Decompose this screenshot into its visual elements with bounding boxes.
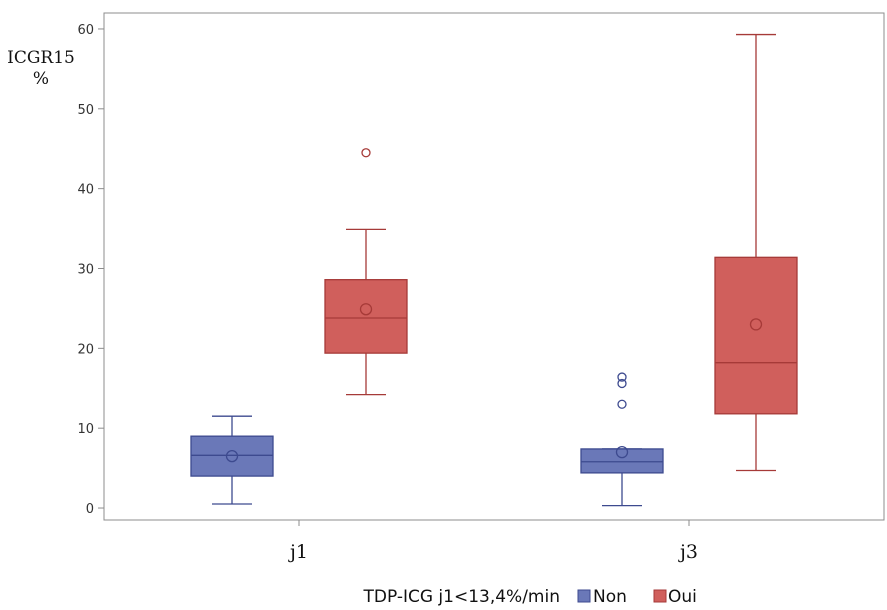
y-tick-label: 20 [77,342,94,357]
x-tick-label: j3 [678,541,698,563]
outlier-point [617,378,627,389]
box-oui-j1 [324,148,408,396]
y-tick-label: 0 [86,502,94,517]
y-axis-label: ICGR15 [7,48,75,68]
box-iqr [324,279,408,354]
mean-marker [359,303,373,316]
box-non-j1 [190,415,274,505]
mean-marker [749,318,763,331]
legend: TDP-ICG j1<13,4%/min Non Oui [362,587,696,607]
y-tick-label: 10 [77,422,94,437]
legend-title: TDP-ICG j1<13,4%/min [362,587,560,607]
y-tick-label: 40 [77,183,94,198]
box-iqr [714,256,798,415]
outlier-point [617,372,627,382]
box-non-j3 [580,372,664,507]
box-iqr [190,435,274,477]
box-plots [190,33,798,507]
plot-frame [103,12,885,521]
box-iqr [580,448,664,474]
y-axis: 0 10 20 30 40 50 60 [77,23,104,517]
mean-marker [225,449,239,463]
y-axis-unit: % [33,69,49,89]
y-tick-label: 30 [77,262,94,277]
outlier-point [617,399,627,409]
y-tick-label: 60 [77,23,94,38]
legend-swatch-oui [653,589,667,603]
x-axis: j1 j3 [288,520,698,563]
x-tick-label: j1 [288,541,308,563]
legend-swatch-non [577,589,591,603]
y-tick-label: 50 [77,103,94,118]
legend-label-oui: Oui [668,587,697,607]
outlier-point [361,148,371,158]
box-oui-j3 [714,33,798,472]
mean-marker [615,445,629,459]
legend-label-non: Non [593,587,627,607]
